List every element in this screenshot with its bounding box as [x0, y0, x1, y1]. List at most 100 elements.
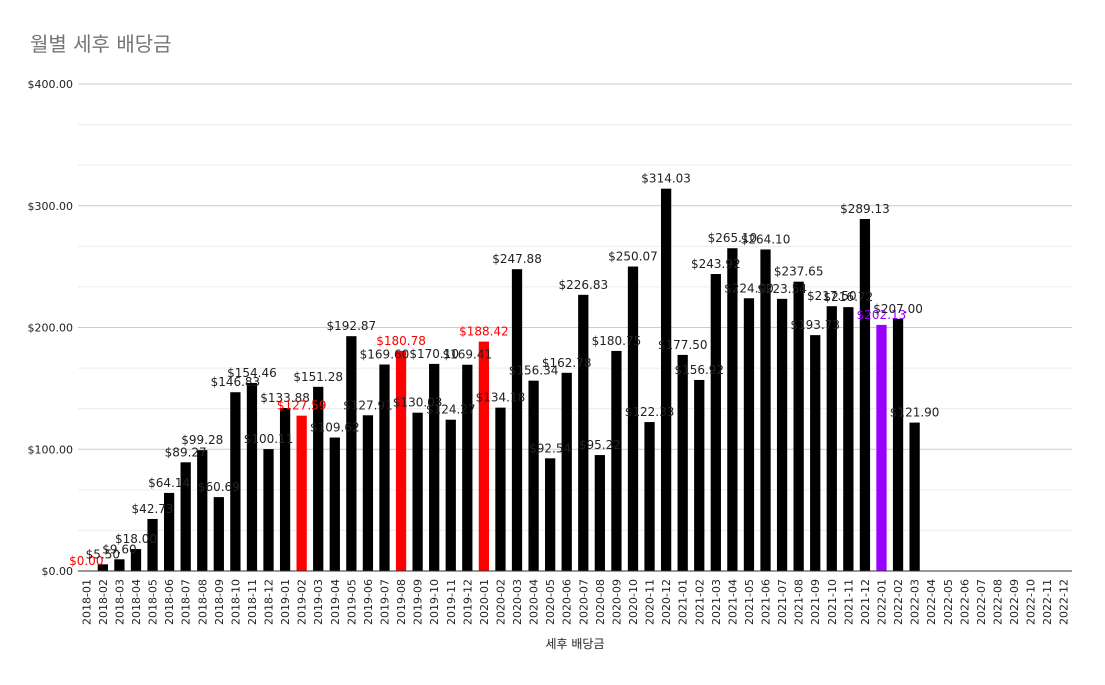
data-label: $192.87	[327, 319, 377, 333]
x-tick-label: 2018-11	[246, 579, 259, 625]
bar	[528, 380, 539, 571]
data-label: $18.00	[115, 532, 157, 546]
x-tick-label: 2020-11	[644, 579, 657, 625]
data-label: $146.83	[211, 375, 261, 389]
data-label: $216.72	[824, 290, 874, 304]
bar	[197, 450, 208, 571]
bar	[694, 379, 705, 571]
data-label: $156.92	[674, 363, 724, 377]
bar	[843, 307, 854, 571]
x-tick-label: 2022-11	[1041, 579, 1054, 625]
data-label: $188.42	[459, 325, 509, 339]
bar	[495, 407, 506, 571]
bar	[727, 248, 738, 571]
data-label: $109.62	[310, 421, 360, 435]
bar	[279, 408, 291, 571]
x-tick-label: 2020-03	[511, 579, 524, 625]
x-tick-label: 2022-07	[975, 579, 988, 625]
bar	[180, 462, 191, 571]
data-label: $121.90	[890, 406, 940, 420]
data-label: $60.69	[198, 480, 240, 494]
x-tick-label: 2022-03	[909, 579, 922, 625]
x-tick-label: 2018-02	[97, 579, 110, 625]
x-tick-label: 2021-10	[826, 579, 839, 625]
x-tick-label: 2019-07	[378, 579, 391, 625]
x-tick-label: 2018-03	[113, 579, 126, 625]
bar	[859, 218, 871, 571]
data-label: $154.46	[227, 366, 277, 380]
bar	[163, 492, 175, 571]
bars	[97, 188, 920, 572]
data-label: $9.60	[102, 542, 136, 556]
data-label: $224.00	[724, 281, 774, 295]
bar	[114, 559, 125, 571]
x-tick-label: 2019-06	[362, 579, 375, 625]
data-labels: $0.00$5.50$9.60$18.00$42.73$64.14$89.27$…	[69, 172, 939, 568]
data-label: $124.27	[426, 403, 476, 417]
bar	[230, 392, 241, 571]
bar	[776, 298, 788, 571]
data-label: $170.10	[409, 347, 459, 361]
gridlines	[78, 83, 1072, 572]
x-tick-label: 2022-06	[958, 579, 971, 625]
data-label: $207.00	[873, 302, 923, 316]
data-label: $134.18	[476, 391, 526, 405]
bar	[826, 306, 837, 571]
bar	[147, 518, 158, 571]
x-tick-label: 2018-06	[163, 579, 176, 625]
x-tick-label: 2019-12	[461, 579, 474, 625]
bar	[362, 415, 374, 571]
bar	[412, 412, 423, 571]
x-tick-label: 2019-05	[345, 579, 358, 625]
x-tick-label: 2020-02	[494, 579, 507, 625]
data-label: $223.54	[757, 282, 807, 296]
bar	[578, 294, 589, 571]
x-tick-label: 2022-01	[875, 579, 888, 625]
data-label: $180.75	[592, 334, 642, 348]
x-tick-label: 2018-10	[229, 579, 242, 625]
x-tick-label: 2021-02	[693, 579, 706, 625]
x-tick-label: 2020-10	[627, 579, 640, 625]
y-tick-label: $0.00	[42, 565, 74, 578]
data-label: $151.28	[293, 370, 343, 384]
chart-title: 월별 세후 배당금	[30, 32, 172, 56]
x-tick-label: 2021-05	[743, 579, 756, 625]
x-tick-label: 2021-06	[760, 579, 773, 625]
data-label: $217.50	[807, 289, 857, 303]
data-label: $133.88	[260, 391, 310, 405]
data-label: $169.60	[360, 348, 410, 362]
data-label: $0.00	[69, 554, 103, 568]
bar	[97, 564, 108, 571]
bar	[445, 419, 456, 571]
x-tick-label: 2018-08	[196, 579, 209, 625]
data-label: $169.41	[443, 348, 493, 362]
data-label: $42.73	[132, 502, 174, 516]
y-tick-label: $100.00	[28, 443, 74, 456]
data-label: $265.10	[708, 231, 758, 245]
data-label: $250.07	[608, 250, 658, 264]
data-label: $162.78	[542, 356, 592, 370]
data-label: $156.34	[509, 364, 559, 378]
data-label: $99.28	[181, 433, 223, 447]
data-label: $127.91	[343, 398, 393, 412]
data-label: $127.59	[277, 399, 327, 413]
x-tick-label: 2022-02	[892, 579, 905, 625]
x-tick-label: 2020-12	[660, 579, 673, 625]
x-tick-label: 2018-09	[213, 579, 226, 625]
x-tick-label: 2022-04	[925, 579, 938, 625]
bar	[429, 363, 440, 571]
bar	[710, 274, 721, 571]
x-tick-label: 2019-02	[296, 579, 309, 625]
bar	[892, 318, 904, 571]
bar	[329, 437, 340, 571]
x-tick-label: 2020-01	[478, 579, 491, 625]
bar	[296, 415, 307, 571]
data-label: $122.33	[625, 405, 675, 419]
x-tick-label: 2020-09	[610, 579, 623, 625]
x-tick-label: 2018-12	[263, 579, 276, 625]
x-axis-title: 세후 배당금	[545, 637, 604, 651]
y-tick-label: $200.00	[28, 322, 74, 335]
bar	[395, 350, 407, 571]
x-axis-ticks: 2018-01 2018-02 2018-03 2018-04 2018-05 2018-…	[80, 579, 1070, 625]
